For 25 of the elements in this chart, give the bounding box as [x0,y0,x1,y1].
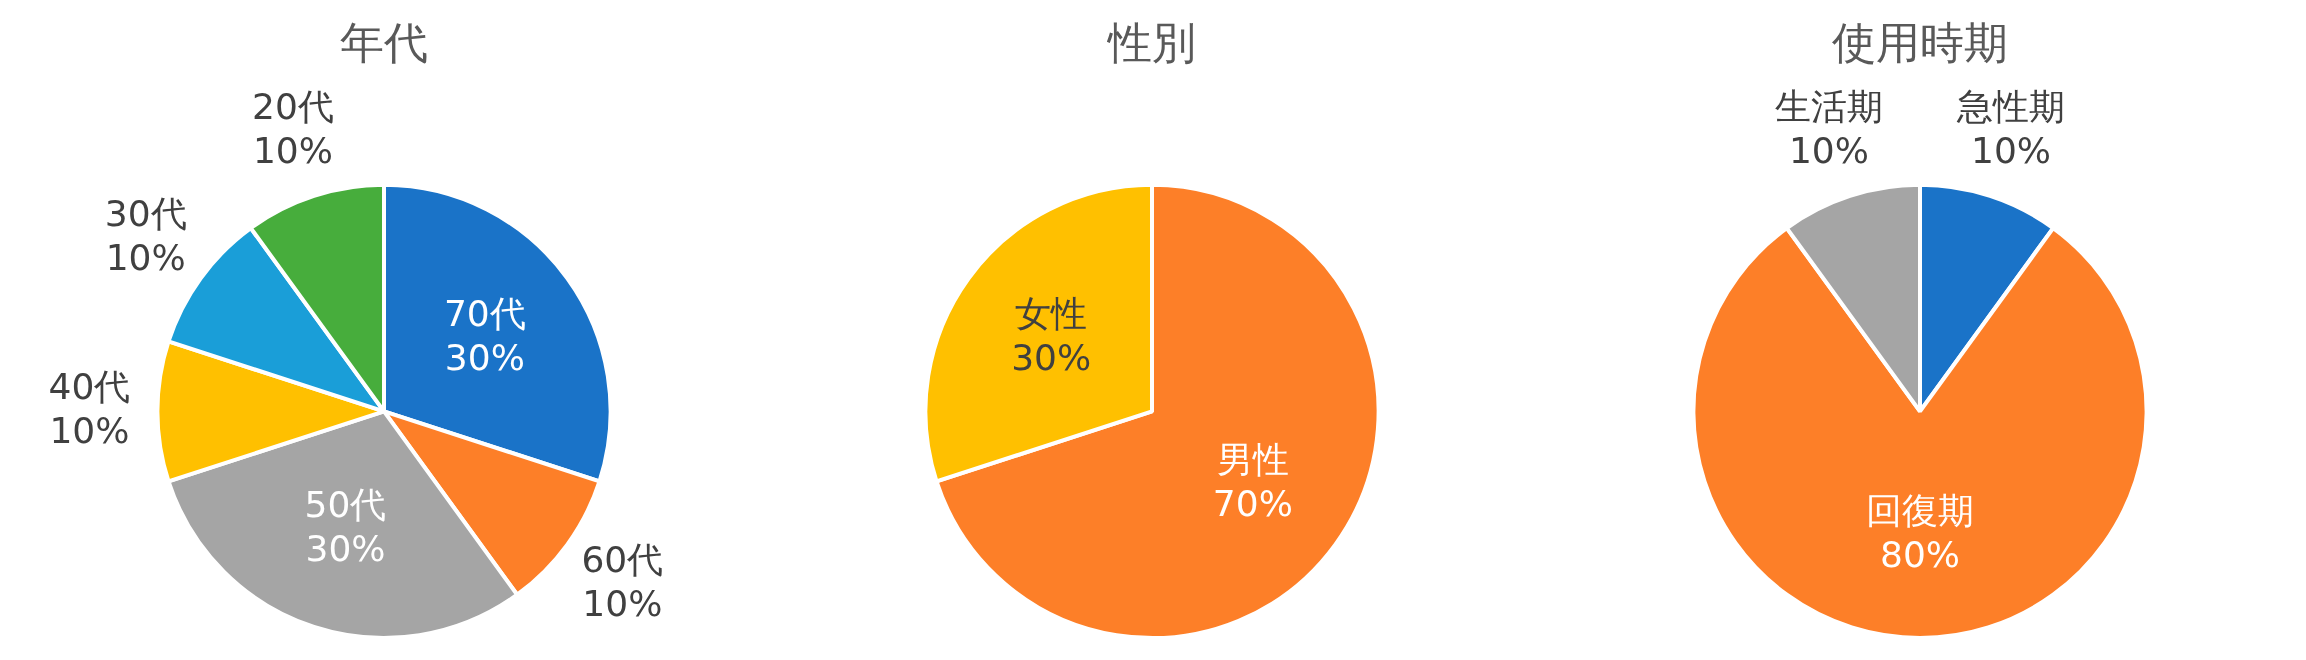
data-label: 30% [444,336,525,378]
slice-label: 70代 [443,292,526,334]
slice-label: 60代 [581,538,664,580]
data-label: 10% [252,129,333,171]
data-label: 10% [1788,129,1869,171]
data-label: 30% [1011,336,1092,378]
data-label: 70% [1212,483,1293,525]
slice-label: 回復期 [1866,490,1974,532]
data-label: 10% [1971,129,2052,171]
chart-title: 年代 [340,16,428,68]
data-label: 10% [49,409,130,451]
slice-label: 50代 [304,484,387,526]
slice-label: 30代 [104,192,187,234]
slice-label: 男性 [1216,439,1289,481]
chart-title: 性別 [1106,16,1196,68]
slice-label: 女性 [1015,292,1088,334]
data-label: 80% [1879,534,1961,576]
slice-label: 生活期 [1774,85,1883,127]
slice-label: 40代 [48,365,131,407]
slice-label: 急性期 [1956,85,2066,127]
data-label: 10% [582,582,663,624]
data-label: 10% [105,236,186,278]
chart-title: 使用時期 [1832,16,2008,68]
data-label: 30% [305,528,386,570]
slice-label: 20代 [252,85,334,127]
